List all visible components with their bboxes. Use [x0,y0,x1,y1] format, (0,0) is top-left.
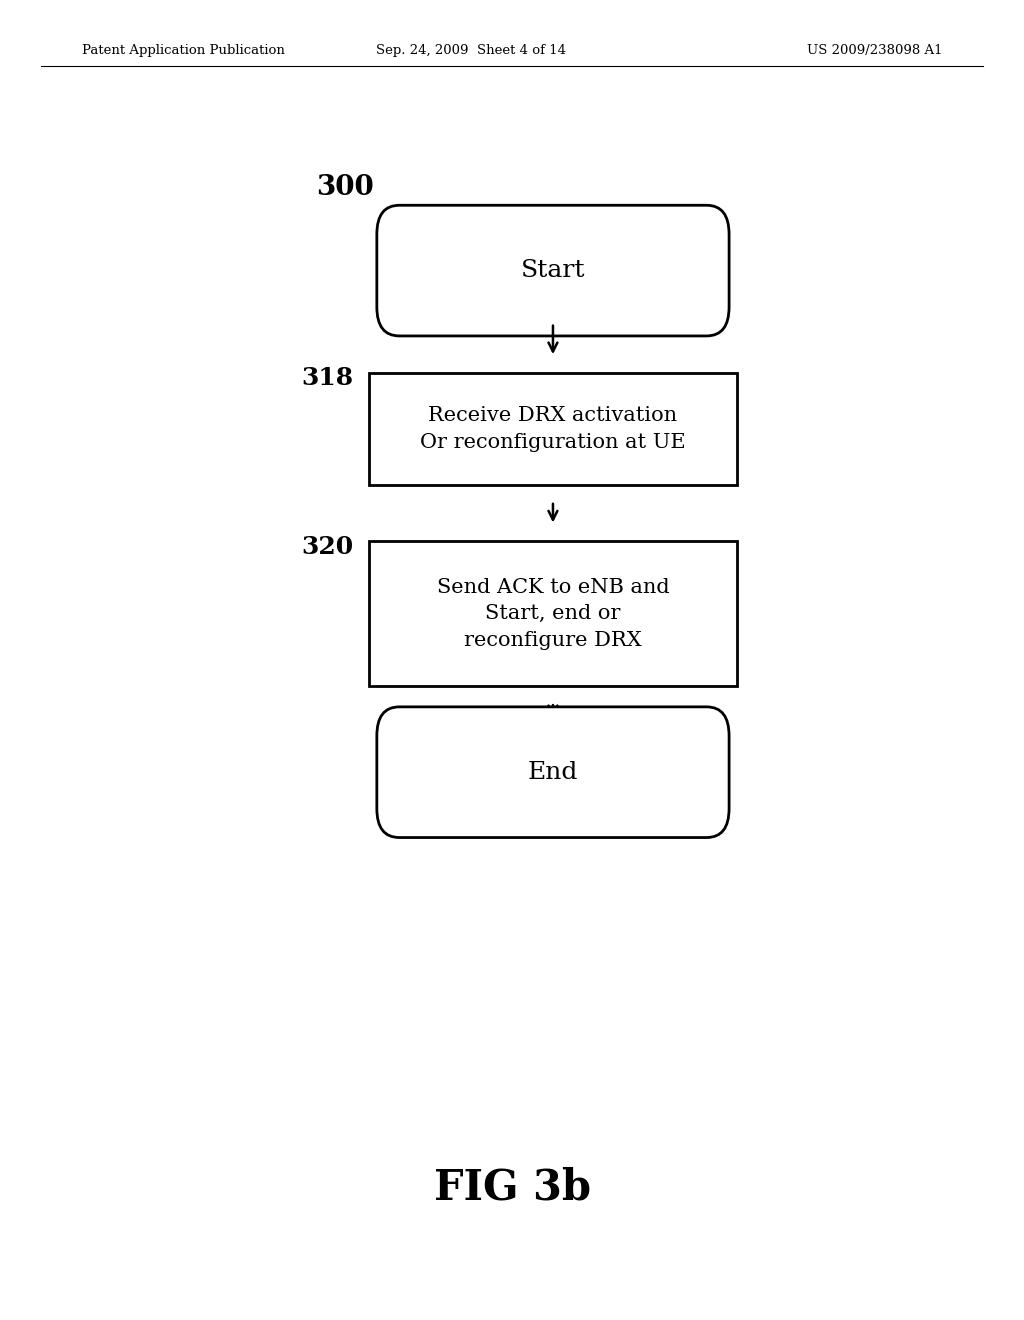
FancyBboxPatch shape [377,708,729,838]
Text: 318: 318 [301,366,353,391]
Text: Start: Start [521,259,585,282]
Text: Patent Application Publication: Patent Application Publication [82,44,285,57]
Text: US 2009/238098 A1: US 2009/238098 A1 [807,44,942,57]
FancyBboxPatch shape [369,372,737,484]
Text: Send ACK to eNB and
Start, end or
reconfigure DRX: Send ACK to eNB and Start, end or reconf… [436,578,670,649]
FancyBboxPatch shape [369,541,737,686]
Text: FIG 3b: FIG 3b [433,1167,591,1209]
Text: Sep. 24, 2009  Sheet 4 of 14: Sep. 24, 2009 Sheet 4 of 14 [376,44,566,57]
FancyBboxPatch shape [377,205,729,335]
Text: 300: 300 [316,174,374,201]
Text: Receive DRX activation
Or reconfiguration at UE: Receive DRX activation Or reconfiguratio… [420,407,686,451]
Text: 320: 320 [301,535,353,558]
Text: End: End [527,760,579,784]
